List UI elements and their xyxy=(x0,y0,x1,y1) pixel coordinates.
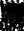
Text: between attraction toward the electrode and randomization by: between attraction toward the electrode … xyxy=(7,4,24,14)
Text: Solution: Solution xyxy=(0,0,24,7)
Text: next to it constitute the .: next to it constitute the . xyxy=(1,2,24,12)
Text: • derivative (peak) shape permits better
  resolution of neighboring signals: • derivative (peak) shape permits better… xyxy=(12,10,24,31)
Text: solution, is called the diffuse part of the double layer and is typi-: solution, is called the diffuse part of … xyxy=(7,3,24,13)
Text: Comparison of polarograms
of 5 mM Cd2+ in 1 M HCl. Waveforms are
shown in Figure: Comparison of polarograms of 5 mM Cd2+ i… xyxy=(11,23,24,31)
Text: (versus a calomel electrode containing 1 M KCl) for a mercury: (versus a calomel electrode containing 1… xyxy=(1,3,24,14)
Text: of the double layer).: of the double layer). xyxy=(7,7,24,17)
Text: The first layer of molecules at the surface of the electrode is: The first layer of molecules at the surf… xyxy=(1,4,24,14)
Text: Diffuse part of
double layer
(0.3–10 nm): Diffuse part of double layer (0.3–10 nm) xyxy=(0,0,24,9)
Text: When a power supply pumps electrons into or out of an electrode,: When a power supply pumps electrons into… xyxy=(1,1,24,11)
Text: surface. During the anodic pulse, analyte that was just reduced is reoxidized. T: surface. During the anodic pulse, analyt… xyxy=(1,10,24,22)
Text: Figure 17-18. Electrons flow from the electrode to analyte at point 1 and in the: Figure 17-18. Electrons flow from the el… xyxy=(1,10,24,23)
Text: 365: 365 xyxy=(0,17,23,31)
Text: next to it constitute the electric double layer: next to it constitute the electric doubl… xyxy=(1,2,24,12)
Text: either current alone. When the difference is plotted, the shape of the square wa: either current alone. When the differenc… xyxy=(1,11,24,24)
Text: A given solution has a potential of zero charge at which there: A given solution has a potential of zero… xyxy=(1,3,24,12)
Text: Advantages of square wave voltammetry:: Advantages of square wave voltammetry: xyxy=(12,9,24,22)
Text: next to it constitute the: next to it constitute the xyxy=(1,2,24,12)
Text: 17-5  Voltammetry: 17-5 Voltammetry xyxy=(1,17,24,31)
Text: the charged surface of the electrode attracts ions of opposite: the charged surface of the electrode att… xyxy=(1,2,24,11)
Text: same electrode in 0.1 M KI.: same electrode in 0.1 M KI. xyxy=(1,4,24,14)
Text: Figure 17-19: Figure 17-19 xyxy=(11,23,24,31)
Text: cally 0.3–10 nm thick. The thickness is controlled by the balance: cally 0.3–10 nm thick. The thickness is … xyxy=(7,4,24,13)
Text: Tightly adsorbed
inner layer: Tightly adsorbed inner layer xyxy=(0,0,24,9)
Text: the electrode surface.: the electrode surface. xyxy=(7,2,24,11)
Text: more negative potential is required to expel adsorbed iodide from: more negative potential is required to e… xyxy=(7,1,24,11)
Text: called the diffusion layer (not to be confused with the diffuse part: called the diffusion layer (not to be co… xyxy=(7,6,24,17)
Text: specifically adsorbed by van der Waals and electrostatic forces.: specifically adsorbed by van der Waals a… xyxy=(1,5,24,15)
Text: Sampled current: Sampled current xyxy=(8,21,24,31)
Text: product from each cathodic pulse is right at the surface of the electrode waitin: product from each cathodic pulse is righ… xyxy=(1,13,24,25)
Text: concentration in bulk solution (Figure 17-12 and Color Plate 12).: concentration in bulk solution (Figure 1… xyxy=(7,6,24,16)
Text: voltammogram and the wave becomes peak shaped. The signal is increased because r: voltammogram and the wave becomes peak s… xyxy=(1,12,24,25)
Text: Electrode: Electrode xyxy=(0,0,24,7)
Text: • increased signal: • increased signal xyxy=(12,10,24,23)
Text: charge. The charged electrode and the oppositely charged ions: charge. The charged electrode and the op… xyxy=(1,2,24,12)
Text: Square wave: Square wave xyxy=(4,18,24,30)
Text: This region, whose composition is different from that of bulk: This region, whose composition is differ… xyxy=(7,3,24,13)
Text: in cations attracted by the negative electrode. The excess of: in cations attracted by the negative ele… xyxy=(7,2,24,12)
Circle shape xyxy=(7,8,8,9)
Text: wave polarogram in Figure 17-19 is the difference in current between intervals 1: wave polarogram in Figure 17-19 is the d… xyxy=(1,10,24,23)
Text: cations. Iodide is more strongly adsorbed than bromide, so the: cations. Iodide is more strongly adsorbe… xyxy=(1,6,24,15)
Text: • faster measurement: • faster measurement xyxy=(12,11,24,24)
Text: electrode immersed in 0.1 M KBr. It shifts to −0.72 V for the: electrode immersed in 0.1 M KBr. It shif… xyxy=(1,4,24,13)
Text: next to it constitute the electric double layer.: next to it constitute the electric doubl… xyxy=(1,2,24,12)
Text: potential of zero charge for KI is more negative than for KBr. A: potential of zero charge for KI is more … xyxy=(1,6,24,16)
Text: in Figure 17-19 is essentially the derivative of the sampled current polarogram.: in Figure 17-19 is essentially the deriv… xyxy=(1,12,24,24)
Text: reaction, its concentration near the electrode is different from its: reaction, its concentration near the ele… xyxy=(7,5,24,15)
Text: tion at point 2. Because the two currents have opposite signs, their difference : tion at point 2. Because the two current… xyxy=(1,11,24,23)
Text: cations decreases with increasing distance from the electrode.: cations decreases with increasing distan… xyxy=(7,3,24,12)
Text: Box 17-3  The Electric Double Layer: Box 17-3 The Electric Double Layer xyxy=(1,0,24,8)
Text: is no excess charge on the electrode. This potential is −0.58 V: is no excess charge on the electrode. Th… xyxy=(1,3,24,13)
Text: The region containing excess product or decreased reactant is: The region containing excess product or … xyxy=(7,6,24,16)
Text: thermal motion.: thermal motion. xyxy=(7,4,24,14)
Text: Bulk solution: Bulk solution xyxy=(0,0,24,9)
Text: The adsorbed solute could be neutral molecules, anions, or: The adsorbed solute could be neutral mol… xyxy=(1,5,24,15)
Text: The signal in square wave voltammetry is increased relative to a sampled current: The signal in square wave voltammetry is… xyxy=(1,12,24,25)
Text: The next layer beyond the specifically adsorbed layer is rich: The next layer beyond the specifically a… xyxy=(7,2,24,12)
Text: When a species is created or destroyed by an electrochemical: When a species is created or destroyed b… xyxy=(7,5,24,15)
